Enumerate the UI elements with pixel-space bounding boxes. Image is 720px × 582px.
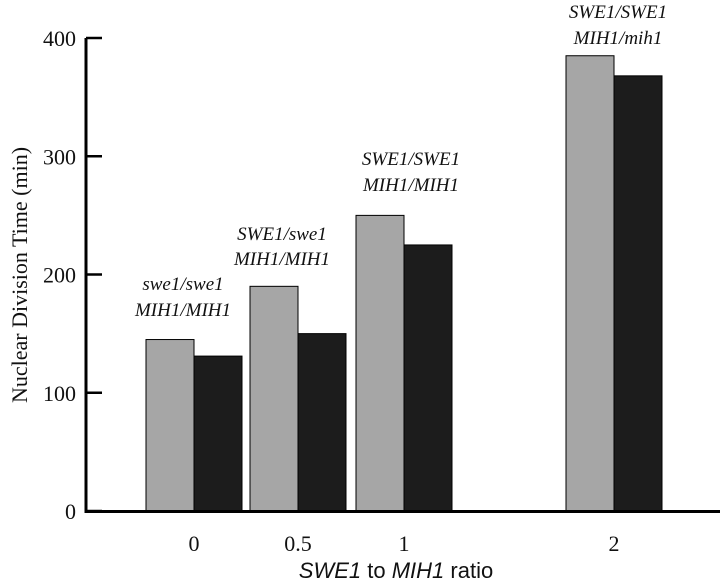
x-axis-title-gene2: MIH1 [392, 558, 445, 582]
x-tick-label: 0.5 [284, 531, 312, 556]
y-tick-label: 100 [43, 381, 76, 406]
y-tick-label: 0 [65, 499, 76, 524]
bar-series2-0 [193, 355, 243, 512]
y-tick-label: 300 [43, 144, 76, 169]
bar-series1-2 [565, 55, 615, 512]
y-axis-title: Nuclear Division Time (min) [7, 147, 32, 403]
y-tick-label: 200 [43, 263, 76, 288]
genotype-label-line2: MIH1/mih1 [573, 28, 663, 49]
x-axis-title-gene1: SWE1 [299, 558, 361, 582]
bar-series1-0.5 [249, 285, 299, 512]
x-axis-title: SWE1 to MIH1 ratio [299, 558, 493, 582]
annotations-group: swe1/swe1 MIH1/MIH1 SWE1/swe1 MIH1/MIH1 SWE1… [134, 2, 667, 321]
bar-series1-0 [145, 339, 195, 512]
y-ticks-group: 0 100 200 300 400 [43, 26, 102, 524]
genotype-label-line1: swe1/swe1 [142, 274, 223, 295]
genotype-label-line1: SWE1/SWE1 [569, 2, 667, 23]
bar-series2-0.5 [297, 333, 347, 512]
genotype-label-line2: MIH1/MIH1 [134, 300, 231, 321]
x-tick-label: 2 [609, 531, 620, 556]
genotype-label-line2: MIH1/MIH1 [362, 175, 459, 196]
x-tick-label: 0 [189, 531, 200, 556]
y-tick-label: 400 [43, 26, 76, 51]
bar-series1-1 [355, 214, 405, 512]
x-axis-title-ratio: ratio [444, 558, 493, 582]
x-axis-title-to: to [361, 558, 392, 582]
genotype-label-line1: SWE1/swe1 [237, 224, 327, 245]
genotype-label-line2: MIH1/MIH1 [233, 249, 330, 270]
bar-series2-1 [403, 244, 453, 512]
genotype-label-line1: SWE1/SWE1 [362, 149, 460, 170]
bars-group [145, 55, 663, 512]
x-tick-label: 1 [399, 531, 410, 556]
bar-series2-2 [613, 75, 663, 512]
x-tick-labels-group: 0 0.5 1 2 [189, 531, 620, 556]
